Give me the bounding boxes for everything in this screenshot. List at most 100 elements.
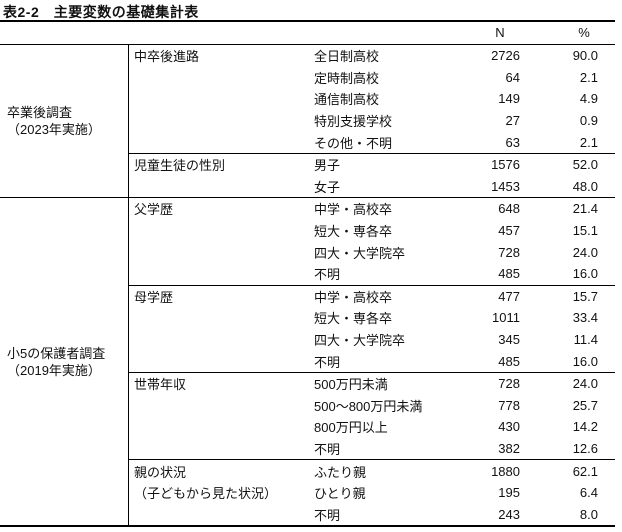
survey-label-line2: （2023年実施） — [7, 122, 101, 138]
n-value: 728 — [498, 376, 520, 392]
category-cell: 500〜800万円未満 — [314, 398, 423, 414]
col-header-pct: % — [578, 25, 590, 40]
group-rows: ふたり親 1880 62.1 ひとり親 195 6.4 不明 243 8 — [312, 460, 615, 525]
pct-value: 33.4 — [572, 310, 598, 326]
category-cell: 不明 — [314, 507, 341, 523]
variable-cell: 中卒後進路 — [129, 45, 312, 153]
pct-value: 0.9 — [579, 113, 598, 129]
n-value: 477 — [498, 288, 520, 304]
n-value: 778 — [498, 397, 520, 413]
n-value: 2726 — [491, 48, 520, 64]
category-cell: 女子 — [314, 179, 341, 195]
category-cell: 不明 — [314, 354, 341, 370]
category-cell: 中学・高校卒 — [314, 289, 393, 305]
col-header-n: N — [495, 25, 505, 40]
table-row: ふたり親 1880 62.1 — [312, 460, 615, 482]
pct-value: 62.1 — [572, 463, 598, 479]
category-cell: 800万円以上 — [314, 420, 388, 436]
pct-value: 90.0 — [572, 48, 598, 64]
pct-value: 6.4 — [579, 485, 598, 501]
n-value: 382 — [498, 440, 520, 456]
variable-cell: 母学歴 — [129, 286, 312, 372]
summary-table: N % 卒業後調査 （2023年実施） 中卒後進路 全日制高校 2726 — [0, 20, 615, 528]
pct-value: 14.2 — [572, 419, 598, 435]
table-row: 不明 485 16.0 — [312, 350, 615, 372]
survey-label-line1: 卒業後調査 — [7, 105, 73, 121]
category-cell: ふたり親 — [314, 464, 367, 480]
group-household-income: 世帯年収 500万円未満 728 24.0 500〜800万円未満 778 25… — [129, 371, 615, 459]
pct-value: 11.4 — [573, 332, 598, 348]
table-row: 女子 1453 48.0 — [312, 176, 615, 198]
n-value: 345 — [498, 332, 520, 348]
n-value: 1453 — [491, 178, 520, 194]
variable-label: 母学歴 — [134, 289, 174, 305]
table-row: 中学・高校卒 477 15.7 — [312, 286, 615, 308]
table-row: 800万円以上 430 14.2 — [312, 416, 615, 438]
n-value: 457 — [498, 223, 520, 239]
category-cell: 不明 — [314, 267, 341, 283]
groups-grade5: 父学歴 中学・高校卒 648 21.4 短大・専各卒 457 15.1 — [129, 198, 615, 525]
n-value: 149 — [498, 91, 520, 107]
category-cell: 不明 — [314, 441, 341, 457]
survey-label-graduation: 卒業後調査 （2023年実施） — [0, 45, 129, 198]
table-row: その他・不明 63 2.1 — [312, 131, 615, 153]
variable-cell: 親の状況 （子どもから見た状況） — [129, 460, 312, 525]
pct-value: 21.4 — [572, 201, 598, 217]
table-row: 中学・高校卒 648 21.4 — [312, 198, 615, 220]
group-post-graduation-path: 中卒後進路 全日制高校 2726 90.0 定時制高校 64 2.1 — [129, 45, 615, 153]
pct-value: 2.1 — [579, 69, 598, 85]
variable-label: 世帯年収 — [134, 377, 187, 393]
pct-value: 25.7 — [572, 397, 598, 413]
n-value: 243 — [498, 506, 520, 522]
pct-value: 2.1 — [579, 134, 598, 150]
n-value: 430 — [498, 419, 520, 435]
group-rows: 中学・高校卒 648 21.4 短大・専各卒 457 15.1 四大・大学院卒 … — [312, 198, 615, 284]
category-cell: 短大・専各卒 — [314, 311, 393, 327]
category-cell: その他・不明 — [314, 135, 393, 151]
table-row: 不明 382 12.6 — [312, 438, 615, 460]
category-cell: 特別支援学校 — [314, 114, 393, 130]
n-value: 64 — [505, 69, 520, 85]
pct-value: 48.0 — [572, 178, 598, 194]
category-cell: 短大・専各卒 — [314, 224, 393, 240]
pct-value: 15.7 — [572, 288, 598, 304]
variable-cell: 児童生徒の性別 — [129, 154, 312, 197]
variable-label: 父学歴 — [134, 202, 174, 218]
category-cell: 500万円未満 — [314, 377, 388, 393]
n-value: 27 — [505, 113, 520, 129]
category-cell: 定時制高校 — [314, 70, 380, 86]
section-grade5-parent-survey: 小5の保護者調査 （2019年実施） 父学歴 中学・高校卒 648 21.4 — [0, 198, 615, 526]
table-row: 不明 243 8.0 — [312, 503, 615, 525]
pct-value: 12.6 — [572, 440, 598, 456]
pct-value: 8.0 — [579, 506, 598, 522]
group-rows: 500万円未満 728 24.0 500〜800万円未満 778 25.7 80… — [312, 373, 615, 459]
category-cell: 男子 — [314, 158, 341, 174]
pct-value: 16.0 — [572, 266, 598, 282]
table-row: 500〜800万円未満 778 25.7 — [312, 395, 615, 417]
category-cell: 全日制高校 — [314, 49, 380, 65]
table-row: 短大・専各卒 1011 33.4 — [312, 307, 615, 329]
group-rows: 男子 1576 52.0 女子 1453 48.0 — [312, 154, 615, 197]
category-cell: 四大・大学院卒 — [314, 333, 406, 349]
pct-value: 24.0 — [572, 376, 598, 392]
table-row: 500万円未満 728 24.0 — [312, 373, 615, 395]
table-row: 特別支援学校 27 0.9 — [312, 110, 615, 132]
survey-label-line2: （2019年実施） — [7, 362, 101, 378]
section-graduation-survey: 卒業後調査 （2023年実施） 中卒後進路 全日制高校 2726 90.0 — [0, 45, 615, 199]
group-rows: 全日制高校 2726 90.0 定時制高校 64 2.1 通信制高校 149 — [312, 45, 615, 153]
group-student-gender: 児童生徒の性別 男子 1576 52.0 女子 1453 48.0 — [129, 152, 615, 197]
n-value: 648 — [498, 201, 520, 217]
group-mother-education: 母学歴 中学・高校卒 477 15.7 短大・専各卒 1011 33.4 — [129, 284, 615, 372]
variable-label: 児童生徒の性別 — [134, 158, 226, 174]
variable-cell: 世帯年収 — [129, 373, 312, 459]
table-row: 男子 1576 52.0 — [312, 154, 615, 176]
groups-graduation: 中卒後進路 全日制高校 2726 90.0 定時制高校 64 2.1 — [129, 45, 615, 197]
n-value: 485 — [498, 266, 520, 282]
table-row: ひとり親 195 6.4 — [312, 482, 615, 504]
pct-value: 16.0 — [572, 353, 598, 369]
group-rows: 中学・高校卒 477 15.7 短大・専各卒 1011 33.4 四大・大学院卒… — [312, 286, 615, 372]
survey-label-grade5: 小5の保護者調査 （2019年実施） — [0, 198, 129, 526]
variable-cell: 父学歴 — [129, 198, 312, 284]
pct-value: 15.1 — [572, 223, 598, 239]
